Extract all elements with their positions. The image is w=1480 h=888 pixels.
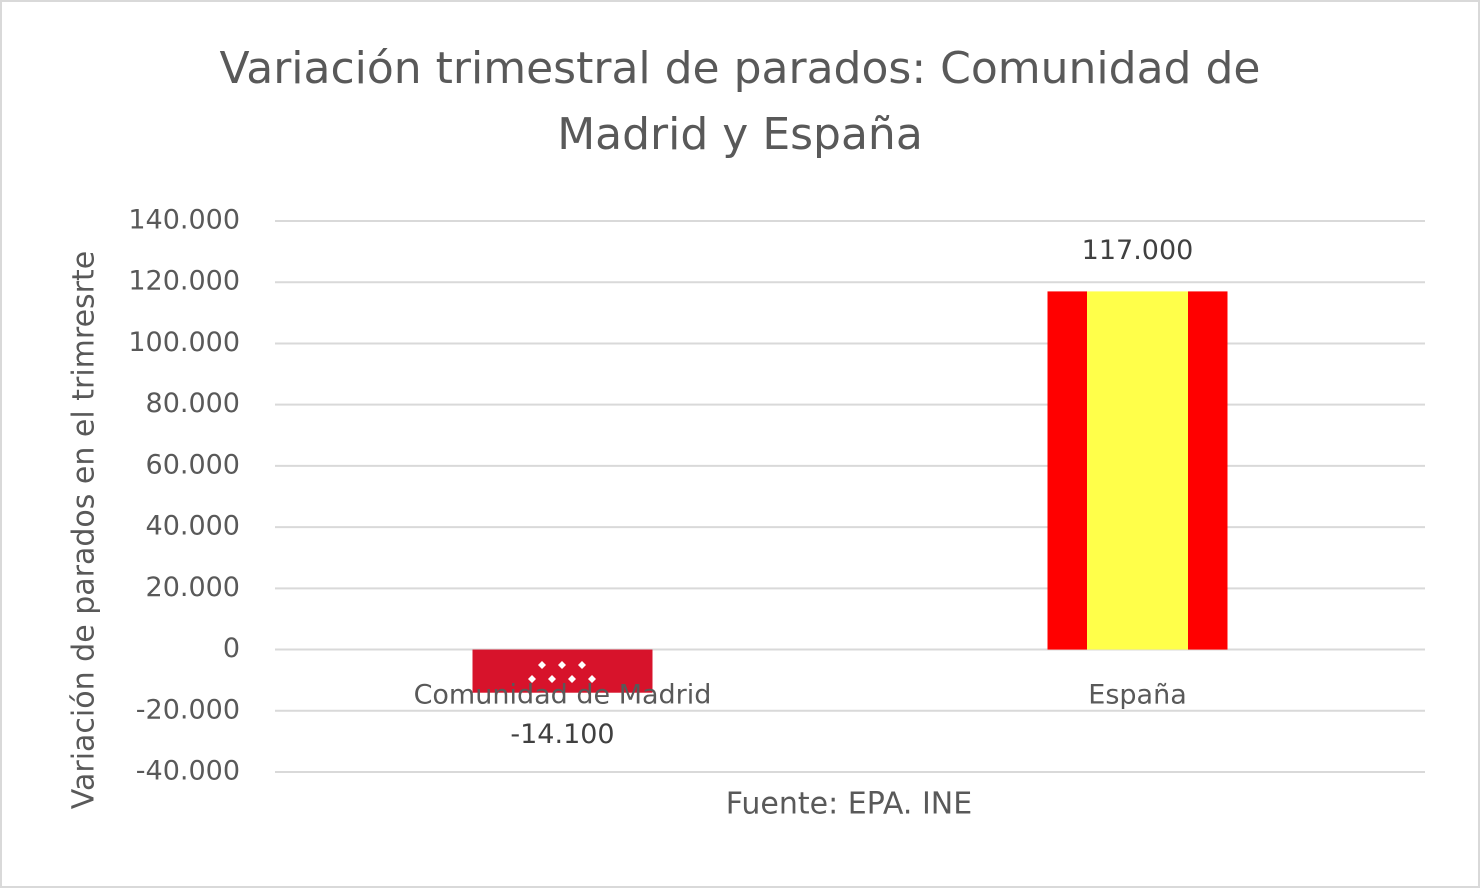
y-tick-label: -40.000 (136, 756, 240, 787)
data-label: 117.000 (1082, 235, 1194, 266)
y-tick-label: 0 (223, 633, 240, 664)
bar (472, 649, 653, 693)
y-tick-label: 60.000 (146, 449, 240, 480)
chart-title: Variación trimestral de parados: Comunid… (219, 43, 1261, 160)
y-axis-label: Variación de parados en el trimresrte (67, 251, 102, 809)
x-tick-label: España (1088, 680, 1186, 711)
y-tick-label: 100.000 (128, 327, 240, 358)
y-tick-label: 40.000 (146, 511, 240, 542)
x-tick-label: Comunidad de Madrid (414, 680, 712, 711)
data-label: -14.100 (510, 719, 614, 750)
bar (1047, 291, 1228, 650)
y-tick-label: 120.000 (128, 266, 240, 297)
x-axis-label: Fuente: EPA. INE (726, 787, 972, 822)
y-tick-label: 80.000 (146, 388, 240, 419)
y-tick-label: -20.000 (136, 694, 240, 725)
y-tick-label: 20.000 (146, 572, 240, 603)
y-tick-label: 140.000 (128, 205, 240, 236)
